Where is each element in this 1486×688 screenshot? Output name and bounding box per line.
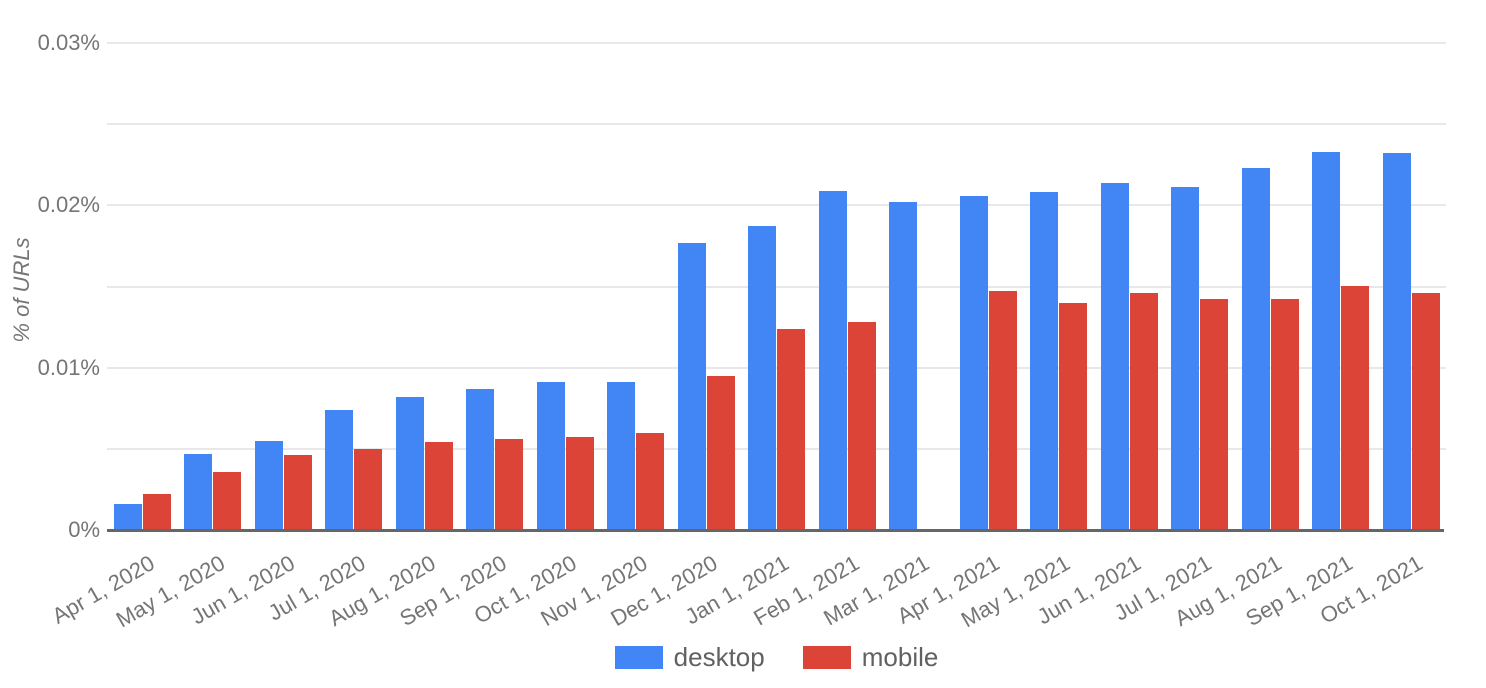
- bar-desktop-11[interactable]: [889, 202, 917, 530]
- bar-desktop-14[interactable]: [1101, 183, 1129, 530]
- bar-mobile-17[interactable]: [1341, 286, 1369, 530]
- bar-mobile-15[interactable]: [1200, 299, 1228, 530]
- bar-mobile-1[interactable]: [213, 472, 241, 530]
- bar-mobile-9[interactable]: [777, 329, 805, 530]
- gridline: [107, 42, 1446, 44]
- legend-item-desktop: desktop: [614, 642, 765, 672]
- bar-mobile-0[interactable]: [143, 494, 171, 530]
- bar-mobile-14[interactable]: [1130, 293, 1158, 530]
- bar-mobile-13[interactable]: [1059, 303, 1087, 530]
- legend-item-mobile: mobile: [802, 642, 939, 672]
- gridline: [107, 367, 1446, 369]
- bar-mobile-3[interactable]: [354, 449, 382, 530]
- bar-desktop-12[interactable]: [960, 196, 988, 530]
- gridline: [107, 286, 1446, 288]
- legend-swatch-desktop: [614, 645, 663, 669]
- bar-desktop-10[interactable]: [819, 191, 847, 530]
- bar-desktop-1[interactable]: [184, 454, 212, 530]
- bar-mobile-18[interactable]: [1412, 293, 1440, 530]
- bar-desktop-3[interactable]: [325, 410, 353, 530]
- bar-desktop-18[interactable]: [1383, 153, 1411, 530]
- legend-swatch-mobile: [802, 645, 851, 669]
- bar-desktop-9[interactable]: [748, 226, 776, 530]
- y-axis-title: % of URLs: [9, 237, 34, 343]
- y-axis-tick-label: 0.03%: [37, 30, 100, 55]
- gridline: [107, 204, 1446, 206]
- gridline: [107, 123, 1446, 125]
- x-axis-line: [107, 529, 1444, 532]
- y-axis-tick-label: 0%: [68, 517, 100, 542]
- legend: desktop mobile: [107, 643, 1446, 671]
- bar-desktop-0[interactable]: [114, 504, 142, 530]
- bar-mobile-4[interactable]: [425, 442, 453, 530]
- bar-mobile-12[interactable]: [989, 291, 1017, 530]
- bar-mobile-10[interactable]: [848, 322, 876, 530]
- bar-desktop-6[interactable]: [537, 382, 565, 530]
- legend-label: desktop: [673, 642, 765, 672]
- bar-desktop-17[interactable]: [1312, 152, 1340, 530]
- bar-desktop-5[interactable]: [466, 389, 494, 530]
- y-axis-tick-label: 0.01%: [37, 355, 100, 380]
- bar-desktop-15[interactable]: [1171, 187, 1199, 530]
- gridline: [107, 448, 1446, 450]
- bar-desktop-4[interactable]: [396, 397, 424, 530]
- bar-mobile-8[interactable]: [707, 376, 735, 530]
- bar-mobile-2[interactable]: [284, 455, 312, 530]
- bar-mobile-5[interactable]: [495, 439, 523, 530]
- bar-mobile-7[interactable]: [636, 433, 664, 530]
- bar-desktop-8[interactable]: [678, 243, 706, 530]
- bar-mobile-6[interactable]: [566, 437, 594, 530]
- legend-label: mobile: [861, 642, 939, 672]
- bar-mobile-16[interactable]: [1271, 299, 1299, 530]
- bar-desktop-2[interactable]: [255, 441, 283, 530]
- bar-desktop-13[interactable]: [1030, 192, 1058, 530]
- y-axis-tick-label: 0.02%: [37, 192, 100, 217]
- bar-desktop-7[interactable]: [607, 382, 635, 530]
- bar-desktop-16[interactable]: [1242, 168, 1270, 530]
